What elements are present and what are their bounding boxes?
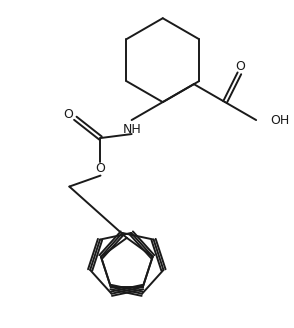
Text: O: O <box>64 108 73 121</box>
Text: OH: OH <box>270 113 289 127</box>
Text: O: O <box>96 162 106 175</box>
Text: O: O <box>235 60 245 73</box>
Text: NH: NH <box>123 123 142 136</box>
